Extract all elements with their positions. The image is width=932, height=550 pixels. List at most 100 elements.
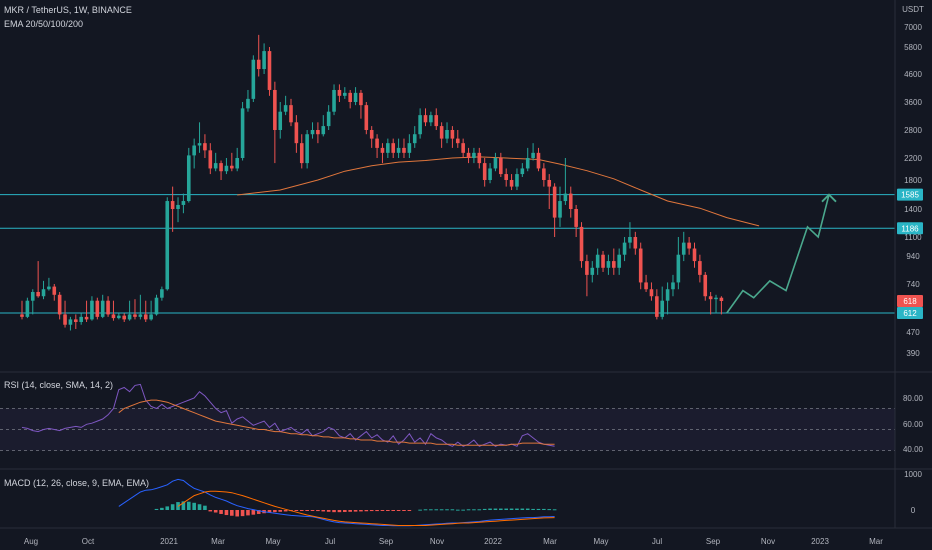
time-axis-label: Oct xyxy=(82,537,95,546)
candle-body xyxy=(520,168,525,175)
candle-body xyxy=(20,314,24,317)
macd-histogram-bar xyxy=(240,510,245,517)
time-axis-label: Nov xyxy=(761,537,775,546)
time-axis-label: 2021 xyxy=(160,537,178,546)
macd-histogram-bar xyxy=(343,510,347,512)
candle-body xyxy=(294,122,299,144)
candle-body xyxy=(111,314,116,319)
time-axis-label: Jul xyxy=(652,537,662,546)
candle-body xyxy=(154,297,159,315)
last-price-label: 618 xyxy=(903,297,917,306)
candle-body xyxy=(638,248,643,283)
candle-body xyxy=(671,282,675,290)
candle-body xyxy=(542,168,546,180)
candle-body xyxy=(423,115,428,123)
ema-legend[interactable]: EMA 20/50/100/200 xyxy=(4,19,84,29)
price-tick-label: 470 xyxy=(906,328,920,337)
level-price-label: 1186 xyxy=(901,224,919,233)
macd-histogram-bar xyxy=(283,510,288,512)
candles xyxy=(20,34,724,331)
candle-body xyxy=(90,300,94,320)
candle-body xyxy=(606,261,611,268)
candle-body xyxy=(628,237,632,243)
macd-histogram-bar xyxy=(493,508,498,510)
candle-body xyxy=(197,143,202,146)
macd-histogram-bar xyxy=(391,510,396,511)
macd-histogram-bar xyxy=(461,509,465,511)
candle-body xyxy=(208,150,213,169)
candle-body xyxy=(316,130,320,135)
candle-body xyxy=(547,180,552,187)
candle-body xyxy=(563,193,568,202)
macd-histogram-bar xyxy=(515,508,519,510)
candle-body xyxy=(170,201,175,209)
time-axis-label: 2023 xyxy=(811,537,829,546)
price-pane xyxy=(0,34,895,331)
candle-body xyxy=(353,92,358,102)
candle-body xyxy=(590,267,595,275)
level-price-tag xyxy=(897,188,923,201)
candle-body xyxy=(488,168,492,180)
candle-body xyxy=(515,174,519,187)
candle-body xyxy=(364,105,369,130)
candle-body xyxy=(165,201,170,290)
candle-body xyxy=(267,51,272,90)
candle-body xyxy=(240,108,245,158)
price-tick-label: 2200 xyxy=(904,154,922,163)
time-axis: Aug Oct 2021 Mar May Jul Sep Nov 2022 Mar May Jul Se… xyxy=(24,537,883,546)
candle-body xyxy=(579,226,584,262)
price-tick-label: 7000 xyxy=(904,23,922,32)
macd-histogram-bar xyxy=(396,510,401,511)
candle-body xyxy=(407,143,412,153)
candle-body xyxy=(380,147,385,153)
time-axis-label: Sep xyxy=(379,537,394,546)
candle-body xyxy=(219,163,223,172)
candle-body xyxy=(525,158,530,169)
candle-body xyxy=(36,291,40,297)
candle-body xyxy=(687,242,691,249)
candle-body xyxy=(622,242,627,255)
level-price-label: 1585 xyxy=(901,191,919,200)
macd-histogram-bar xyxy=(197,504,202,510)
chart-symbol-title[interactable]: MKR / TetherUS, 1W, BINANCE xyxy=(4,5,132,15)
macd-histogram-bar xyxy=(359,510,363,512)
rsi-ma-line xyxy=(118,399,555,446)
candle-body xyxy=(273,89,277,130)
macd-histogram-bar xyxy=(235,510,239,517)
candle-body xyxy=(391,143,396,153)
candle-body xyxy=(213,163,218,169)
candle-body xyxy=(574,209,578,227)
projection-arrow xyxy=(726,194,830,314)
candle-body xyxy=(343,92,347,96)
candle-body xyxy=(455,138,460,144)
rsi-pane-label[interactable]: RSI (14, close, SMA, 14, 2) xyxy=(4,380,114,390)
candle-body xyxy=(601,254,605,268)
macd-histogram-bar xyxy=(552,509,557,511)
candle-body xyxy=(698,261,702,275)
candle-body xyxy=(568,193,573,209)
macd-tick-label: 0 xyxy=(911,506,916,515)
macd-histogram-bar xyxy=(299,510,304,511)
candle-body xyxy=(41,289,46,297)
macd-histogram-bar xyxy=(499,508,503,510)
macd-histogram-bar xyxy=(316,510,320,512)
macd-histogram-bar xyxy=(273,510,277,513)
macd-histogram-bar xyxy=(251,510,256,515)
candle-body xyxy=(531,152,535,158)
macd-histogram-bar xyxy=(160,507,164,510)
time-axis-label: Sep xyxy=(706,537,721,546)
level-price-tag xyxy=(897,222,923,235)
macd-pane-label[interactable]: MACD (12, 26, close, 9, EMA, EMA) xyxy=(4,478,150,488)
candle-body xyxy=(251,59,256,99)
candle-body xyxy=(708,296,713,300)
candle-body xyxy=(445,130,449,139)
macd-histogram-bar xyxy=(348,510,352,512)
candle-body xyxy=(262,51,266,70)
time-axis-label: Mar xyxy=(211,537,225,546)
macd-histogram-bar xyxy=(439,509,444,511)
candle-body xyxy=(57,294,62,315)
candle-body xyxy=(369,130,374,139)
macd-histogram-bar xyxy=(305,510,309,511)
macd-histogram-bar xyxy=(380,510,385,511)
